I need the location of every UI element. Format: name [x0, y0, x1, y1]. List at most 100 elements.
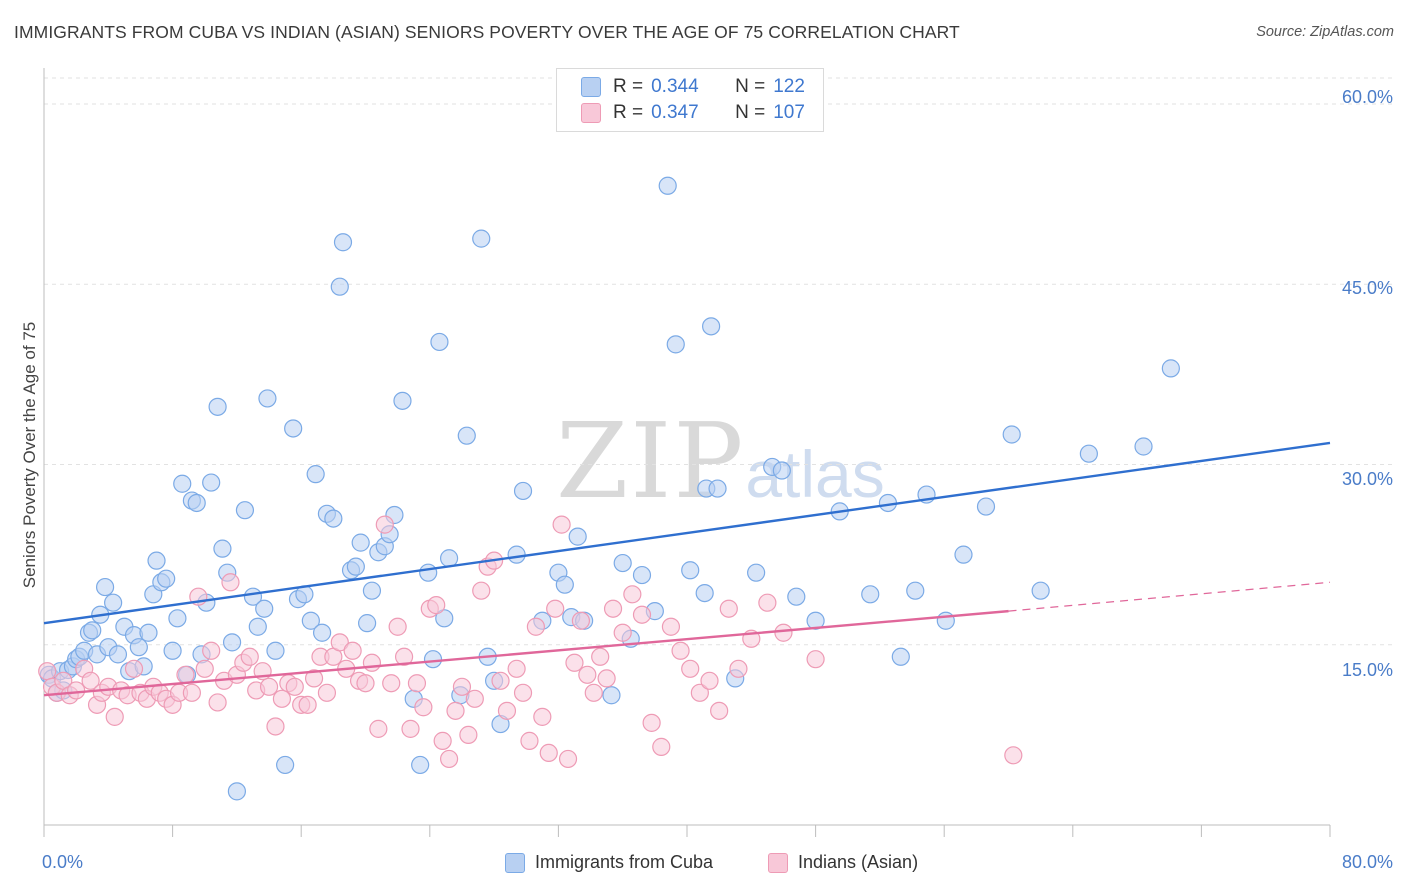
bottom-legend-indians: Indians (Asian): [768, 852, 918, 873]
data-point: [642, 713, 661, 732]
data-point: [124, 659, 144, 678]
data-point: [1079, 444, 1098, 463]
data-point: [546, 599, 565, 618]
bottom-legend-label-indians: Indians (Asian): [798, 852, 919, 872]
y-tick-label-30: 30.0%: [1341, 469, 1393, 489]
data-point: [317, 683, 337, 702]
data-point: [330, 633, 349, 652]
data-point: [104, 593, 123, 612]
data-point: [388, 617, 407, 636]
data-point: [555, 575, 574, 594]
data-point: [513, 683, 533, 702]
data-point: [343, 641, 362, 660]
data-point: [157, 569, 176, 588]
data-point: [452, 677, 472, 696]
data-point: [147, 551, 166, 570]
data-point: [591, 647, 610, 666]
data-point: [936, 611, 955, 630]
data-point: [202, 641, 221, 660]
stats-legend-row-indians: R = 0.347 N = 107: [581, 101, 805, 125]
data-point: [419, 563, 438, 582]
data-point: [1134, 437, 1153, 456]
data-point: [346, 557, 365, 576]
data-point: [208, 397, 227, 416]
y-tick-label-15: 15.0%: [1341, 660, 1393, 680]
data-point: [168, 609, 187, 628]
data-point: [356, 674, 375, 693]
data-point: [304, 669, 324, 688]
data-point: [806, 611, 825, 630]
data-point: [375, 515, 394, 534]
watermark-main: ZIP: [556, 400, 746, 522]
data-point: [584, 683, 603, 702]
data-point: [507, 545, 526, 564]
data-point: [259, 677, 279, 696]
data-point: [240, 647, 259, 666]
data-point: [182, 683, 201, 702]
data-point: [235, 501, 255, 520]
data-point: [81, 671, 100, 690]
data-point: [695, 583, 714, 603]
data-point: [306, 465, 325, 484]
data-point: [568, 527, 587, 546]
data-point: [439, 549, 459, 568]
data-point: [430, 332, 449, 352]
data-point: [312, 623, 332, 642]
data-point: [105, 707, 124, 726]
trend-line-0: [43, 441, 1331, 625]
data-point: [176, 665, 195, 684]
data-point: [222, 633, 242, 652]
data-point: [139, 623, 158, 642]
data-point: [1031, 581, 1050, 600]
data-point: [710, 701, 729, 720]
data-point: [173, 474, 192, 493]
data-point: [552, 515, 571, 534]
data-point: [613, 623, 632, 642]
data-point: [513, 481, 533, 501]
data-point: [1004, 746, 1023, 765]
data-point: [423, 650, 443, 669]
data-point: [702, 317, 721, 336]
data-point: [83, 621, 102, 640]
data-point: [558, 749, 578, 769]
chart-source: Source: ZipAtlas.com: [1256, 24, 1394, 40]
data-point: [772, 461, 791, 480]
data-point: [861, 585, 880, 604]
data-point: [520, 731, 539, 750]
data-point: [272, 689, 292, 708]
data-point: [208, 693, 227, 712]
data-point: [446, 701, 465, 720]
data-point: [497, 701, 517, 720]
legend-n-label: N =: [735, 76, 766, 97]
data-point: [285, 677, 304, 696]
legend-n-value-indians: 107: [773, 102, 805, 123]
data-point: [258, 389, 277, 408]
data-point: [1161, 359, 1180, 378]
y-axis-label: Seniors Poverty Over the Age of 75: [20, 321, 39, 589]
legend-n-value-cuba: 122: [773, 76, 805, 97]
data-point: [435, 609, 454, 628]
data-point: [433, 731, 452, 750]
data-point: [465, 689, 484, 708]
data-point: [472, 229, 491, 248]
stats-legend: R = 0.344 N = 122 R = 0.347 N = 107: [556, 68, 824, 132]
data-point: [427, 596, 446, 615]
data-point: [758, 593, 777, 612]
bottom-legend-cuba: Immigrants from Cuba: [505, 852, 713, 873]
data-point: [362, 581, 382, 600]
data-point: [333, 233, 353, 252]
data-point: [507, 659, 526, 678]
data-point: [227, 782, 246, 801]
data-point: [632, 565, 652, 585]
data-point: [690, 683, 709, 702]
data-point: [613, 553, 632, 573]
data-point: [401, 719, 420, 738]
data-point: [382, 674, 401, 693]
data-point: [708, 479, 727, 498]
data-point: [719, 599, 738, 618]
legend-n-label: N =: [735, 102, 766, 123]
grid-layer: [44, 77, 1394, 646]
watermark: ZIPatlas: [556, 400, 885, 522]
data-point: [806, 650, 825, 669]
